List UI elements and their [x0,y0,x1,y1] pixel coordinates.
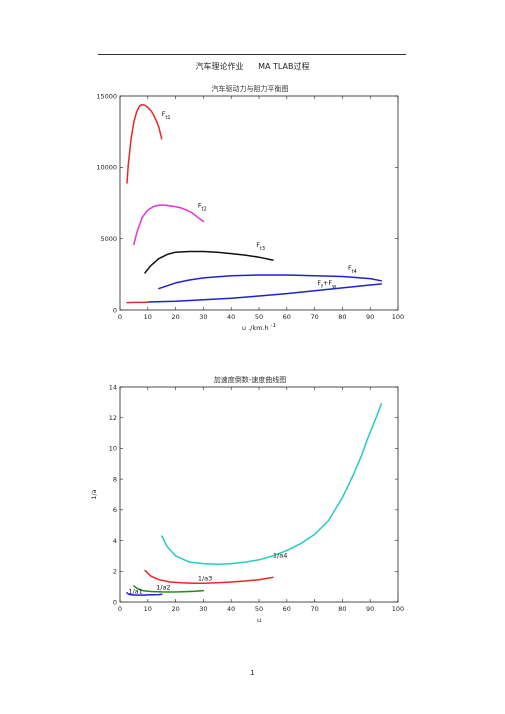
force-balance-chart: 0 10 20 30 40 50 60 70 80 90 100 0 5000 10000 15000 u .… [96,92,404,332]
x-tick-label: 50 [255,605,263,613]
x-tick-label: 70 [310,605,318,613]
series-label-1/a4: 1/a4 [273,551,287,559]
y-tick-label: 0 [113,598,117,606]
series-line-Ft4 [158,274,383,290]
series-label-main: F [162,110,166,118]
x-tick-label: 80 [338,605,346,613]
header-course-title: 汽车理论作业 [195,62,244,71]
chart2-title: 加速度倒数-速度曲线图 [213,376,287,384]
series-label-subscript: t2 [202,206,207,212]
series-line-1/a3 [144,569,274,585]
header-rule [98,54,406,55]
series-label-Ft1: Ft1 [162,110,171,121]
x-tick-label: 30 [199,313,207,321]
series-label-subscript: t3 [260,246,265,252]
series-label-main: F [198,201,202,209]
x-tick-label: 40 [227,313,235,321]
series-label-main: 1/a3 [198,575,212,583]
series-label-main: 1/a2 [156,584,170,592]
series-label-subscript: t1 [165,115,170,121]
series-line-1/a2 [133,585,205,593]
x-tick-label: 90 [366,605,374,613]
x-tick-label: 20 [171,313,179,321]
x-tick-label: 100 [392,605,404,613]
series-line-Ft3 [144,250,274,274]
series-label-Ff+Fw: Ff+Fw [317,279,336,290]
x-tick-label: 10 [144,313,152,321]
series-line-Ft1 [126,103,163,184]
x-axis-label-text: u ./km.h [242,324,269,332]
y-tick-label: 14 [109,383,117,391]
x-tick-label: 60 [283,313,291,321]
x-axis-label-text: u [257,616,261,624]
x-tick-label: 90 [366,313,374,321]
series-label-Ft2: Ft2 [198,201,207,212]
x-axis-label: u [257,616,261,624]
x-tick-label: 80 [338,313,346,321]
x-tick-label: 100 [392,313,404,321]
series-line-Ft2 [133,204,205,246]
series-label-subscript: f [321,284,323,290]
x-tick-label: 50 [255,313,263,321]
y-axis-label: 1/a [90,489,98,499]
y-tick-label: 8 [113,475,117,483]
page-header: 汽车理论作业 MA TLAB过程 [0,61,505,72]
x-tick-label: 40 [227,605,235,613]
series-label-main: 1/a4 [273,551,287,559]
series-label-second-subscript: w [332,284,336,290]
x-tick-label: 0 [118,605,122,613]
series-label-second: +F [323,279,332,287]
x-tick-label: 20 [171,605,179,613]
x-axis-label-superscript: -1 [271,323,276,329]
series-label-subscript: t4 [352,269,357,275]
y-tick-label: 15000 [96,92,117,100]
x-tick-label: 30 [199,605,207,613]
series-label-main: 1/a1 [128,588,142,596]
x-tick-label: 10 [144,605,152,613]
chart1-title: 汽车驱动力与阻力平衡图 [211,85,289,93]
series-label-main: F [256,241,260,249]
y-tick-label: 12 [109,414,117,422]
plot-frame [119,386,399,603]
x-axis-label: u ./km.h -1 [242,323,276,332]
y-tick-label: 5000 [100,235,117,243]
y-tick-label: 2 [113,568,117,576]
series-line-1/a1 [126,592,163,596]
y-tick-label: 4 [113,537,117,545]
series-label-Ft3: Ft3 [256,241,265,252]
y-tick-label: 6 [113,506,117,514]
x-tick-label: 70 [310,313,318,321]
series-label-1/a1: 1/a1 [128,588,142,596]
series-label-main: F [317,279,321,287]
series-line-1/a4 [160,403,383,566]
inverse-acceleration-chart: 0 10 20 30 40 50 60 70 80 90 100 0 2 4 6 8 10 12 14 u 1/a 1/a… [90,383,404,624]
series-line-Ff+Fw [147,283,383,303]
y-tick-label: 10 [109,445,117,453]
series-label-1/a2: 1/a2 [156,584,170,592]
series-label-Ft4: Ft4 [348,264,357,275]
y-tick-label: 10000 [96,164,117,172]
x-tick-label: 0 [118,313,122,321]
series-label-main: F [348,264,352,272]
y-tick-label: 0 [113,306,117,314]
page-number: 1 [250,669,255,677]
x-tick-label: 60 [283,605,291,613]
series-label-1/a3: 1/a3 [198,575,212,583]
header-subtitle: MA TLAB过程 [258,62,310,71]
